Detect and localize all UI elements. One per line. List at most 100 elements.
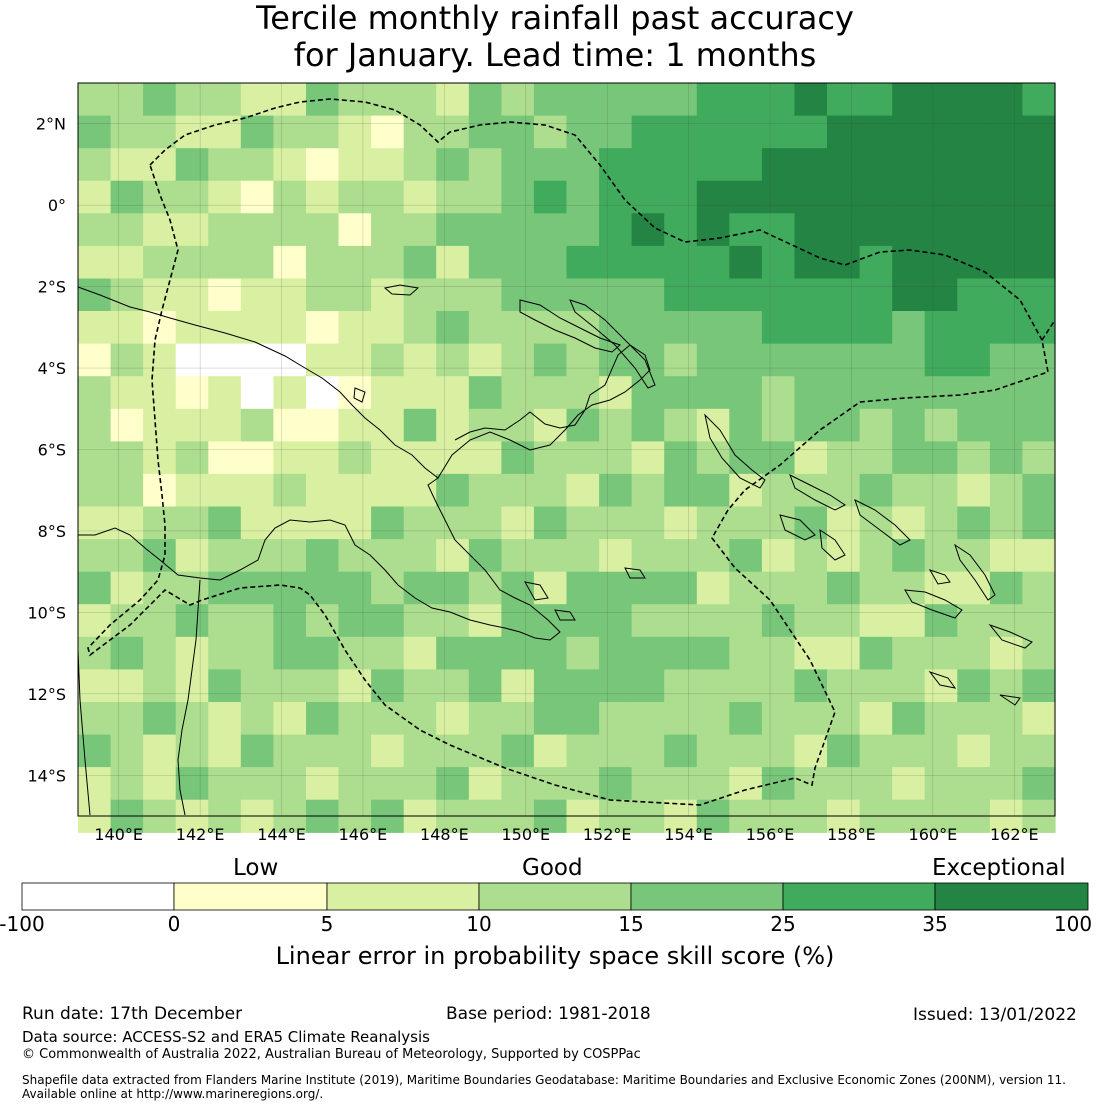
grid-cell bbox=[794, 636, 828, 670]
grid-cell bbox=[338, 343, 372, 377]
grid-cell bbox=[859, 702, 893, 736]
colorbar bbox=[21, 882, 1089, 911]
grid-cell bbox=[175, 115, 209, 149]
grid-cell bbox=[468, 539, 502, 573]
grid-cell bbox=[501, 506, 535, 540]
grid-cell bbox=[924, 115, 958, 149]
grid-cell bbox=[78, 604, 112, 638]
grid-cell bbox=[566, 767, 600, 801]
grid-cell bbox=[631, 408, 665, 442]
grid-cell bbox=[240, 604, 274, 638]
grid-cell bbox=[924, 343, 958, 377]
grid-cell bbox=[957, 571, 991, 605]
grid-cell bbox=[1022, 376, 1056, 410]
grid-cell bbox=[924, 571, 958, 605]
grid-cell bbox=[957, 311, 991, 345]
grid-cell bbox=[1022, 539, 1056, 573]
grid-cell bbox=[1022, 148, 1056, 182]
lon-label: 156°E bbox=[746, 825, 795, 844]
grid-cell bbox=[859, 245, 893, 280]
grid-cell bbox=[78, 376, 112, 410]
grid-cell bbox=[110, 473, 144, 508]
grid-cell bbox=[403, 83, 437, 117]
grid-cell bbox=[631, 734, 665, 768]
grid-cell bbox=[892, 702, 926, 736]
grid-cell bbox=[208, 669, 242, 703]
grid-cell bbox=[664, 473, 698, 508]
grid-cell bbox=[273, 473, 307, 508]
grid-cell bbox=[892, 376, 926, 410]
solomons-malaita bbox=[954, 543, 996, 601]
grid-cell bbox=[761, 669, 796, 703]
grid-cell bbox=[371, 376, 405, 410]
lon-label: 154°E bbox=[664, 825, 713, 844]
grid-cell bbox=[729, 180, 763, 214]
solomons-choiseul bbox=[789, 473, 846, 511]
grid-cell bbox=[436, 278, 470, 312]
grid-cell bbox=[240, 148, 274, 182]
grid-cell bbox=[989, 539, 1024, 573]
solomons-guadalcanal bbox=[904, 589, 963, 619]
grid-cell bbox=[599, 115, 633, 149]
grid-cell bbox=[403, 376, 437, 410]
grid-cell bbox=[306, 571, 340, 605]
grid-cell bbox=[501, 702, 535, 736]
grid-cell bbox=[175, 669, 209, 703]
grid-cell bbox=[794, 506, 828, 540]
grid-cell bbox=[273, 767, 307, 801]
grid-cell bbox=[306, 408, 340, 442]
grid-cell bbox=[664, 311, 698, 345]
grid-cell bbox=[924, 734, 958, 768]
lon-label: 160°E bbox=[909, 825, 958, 844]
grid-cell bbox=[468, 473, 502, 508]
grid-cell bbox=[110, 408, 144, 442]
grid-cell bbox=[664, 83, 698, 117]
grid-cell bbox=[924, 213, 958, 247]
cb-tick-6: 35 bbox=[922, 912, 948, 936]
grid-cell bbox=[827, 571, 861, 605]
grid-cell bbox=[110, 636, 144, 670]
grid-cell bbox=[1022, 734, 1056, 768]
grid-cell bbox=[859, 473, 893, 508]
grid-cell bbox=[338, 441, 372, 475]
grid-cell bbox=[273, 83, 307, 117]
grid-cell bbox=[631, 148, 665, 182]
grid-cell bbox=[892, 441, 926, 475]
cb-tick-5: 25 bbox=[770, 912, 796, 936]
grid-cell bbox=[273, 213, 307, 247]
grid-cell bbox=[957, 148, 991, 182]
grid-cell bbox=[859, 767, 893, 801]
grid-cell bbox=[403, 408, 437, 442]
grid-cell bbox=[989, 636, 1024, 670]
grid-cell bbox=[827, 376, 861, 410]
grid-cell bbox=[631, 767, 665, 801]
grid-cell bbox=[989, 376, 1024, 410]
grid-cell bbox=[859, 636, 893, 670]
grid-cell bbox=[208, 115, 242, 149]
grid-cell bbox=[794, 604, 828, 638]
grid-cell bbox=[240, 343, 274, 377]
grid-cell bbox=[631, 506, 665, 540]
grid-cell bbox=[566, 278, 600, 312]
grid-cell bbox=[761, 148, 796, 182]
grid-cell bbox=[273, 539, 307, 573]
grid-cell bbox=[143, 604, 177, 638]
grid-cell bbox=[338, 408, 372, 442]
grid-cell bbox=[696, 83, 730, 117]
latitude-labels: 2°N 0° 2°S 4°S 6°S 8°S 10°S 12°S 14°S bbox=[27, 115, 66, 786]
grid-cell bbox=[827, 473, 861, 508]
grid-cell bbox=[403, 636, 437, 670]
grid-cell bbox=[78, 115, 112, 149]
grid-cell bbox=[859, 571, 893, 605]
lat-label: 8°S bbox=[38, 522, 66, 541]
grid-cell bbox=[110, 148, 144, 182]
grid-cell bbox=[566, 636, 600, 670]
grid-cell bbox=[306, 115, 340, 149]
grid-cell bbox=[143, 734, 177, 768]
grid-cell bbox=[175, 441, 209, 475]
grid-cell bbox=[599, 669, 633, 703]
grid-cell bbox=[306, 441, 340, 475]
grid-cell bbox=[273, 311, 307, 345]
grid-cell bbox=[78, 245, 112, 280]
grid-cell bbox=[371, 278, 405, 312]
